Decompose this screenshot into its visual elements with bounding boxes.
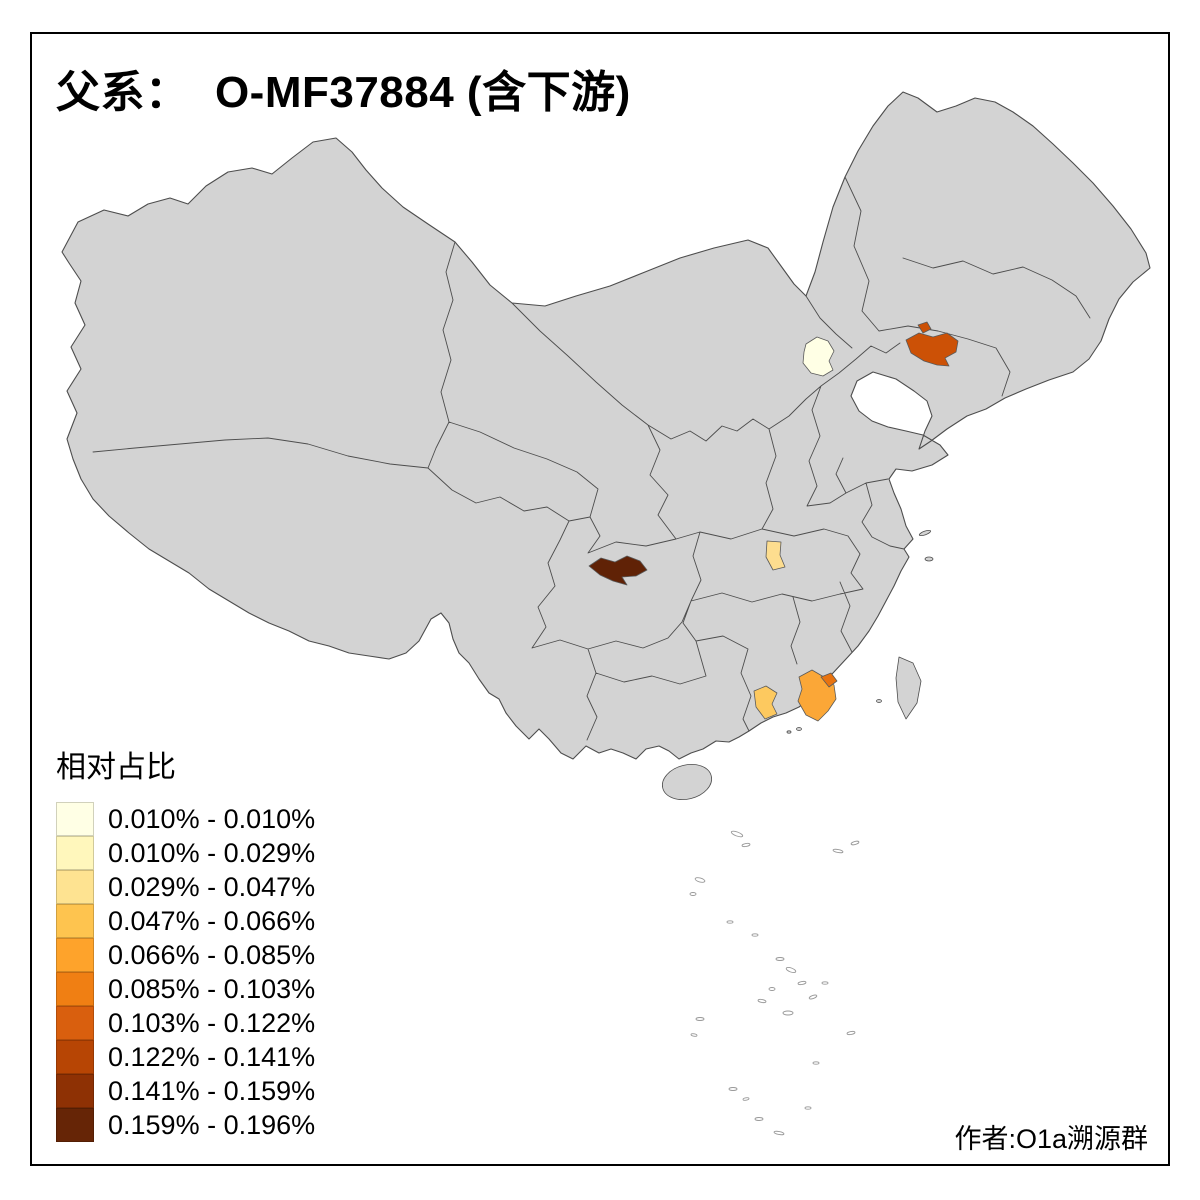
region-chongqing-area <box>588 555 648 586</box>
region-liaoning-area <box>905 321 959 367</box>
legend-label: 0.159% - 0.196% <box>108 1109 316 1140</box>
legend-label: 0.122% - 0.141% <box>108 1041 316 1072</box>
region-beijing-area <box>802 336 835 377</box>
region-guangdong-east-high-spot <box>820 672 838 688</box>
plot-border-frame <box>30 32 1170 1166</box>
legend: 相对占比 0.010% - 0.010% 0.010% - 0.029% 0.0… <box>56 742 315 1142</box>
legend-label: 0.010% - 0.029% <box>108 837 316 868</box>
legend-label: 0.047% - 0.066% <box>108 905 316 936</box>
coastal-island <box>924 556 934 562</box>
author-credit: 作者:O1a溯源群 <box>954 1124 1148 1154</box>
province-borders <box>92 176 1091 741</box>
legend-label: 0.141% - 0.159% <box>108 1075 316 1106</box>
legend-label: 0.066% - 0.085% <box>108 939 316 970</box>
legend-row: 0.122% - 0.141% <box>56 1040 315 1074</box>
legend-row: 0.159% - 0.196% <box>56 1108 315 1142</box>
legend-label: 0.085% - 0.103% <box>108 973 316 1004</box>
legend-swatch <box>56 1040 94 1074</box>
china-mainland <box>61 91 1151 760</box>
plot-title: 父系： O-MF37884 (含下游) <box>56 68 631 117</box>
south-china-sea-islets <box>689 830 860 1136</box>
penghu-island <box>876 699 882 703</box>
coastal-island <box>796 727 802 731</box>
hainan-island <box>661 764 713 800</box>
legend-swatch <box>56 1006 94 1040</box>
legend-row: 0.141% - 0.159% <box>56 1074 315 1108</box>
legend-label: 0.010% - 0.010% <box>108 803 316 834</box>
coastal-island <box>786 730 792 734</box>
legend-row: 0.085% - 0.103% <box>56 972 315 1006</box>
legend-swatch <box>56 802 94 836</box>
legend-swatch <box>56 1108 94 1142</box>
region-hunan-area <box>765 540 786 571</box>
legend-row: 0.010% - 0.010% <box>56 802 315 836</box>
taiwan-island <box>895 656 922 720</box>
legend-row: 0.047% - 0.066% <box>56 904 315 938</box>
coastal-island <box>918 529 932 537</box>
legend-swatch <box>56 1074 94 1108</box>
legend-swatch <box>56 938 94 972</box>
legend-swatch <box>56 972 94 1006</box>
legend-swatch <box>56 904 94 938</box>
legend-row: 0.103% - 0.122% <box>56 1006 315 1040</box>
region-guangdong-west-area <box>753 685 778 720</box>
legend-row: 0.066% - 0.085% <box>56 938 315 972</box>
legend-label: 0.103% - 0.122% <box>108 1007 316 1038</box>
legend-title: 相对占比 <box>56 751 176 784</box>
legend-swatch <box>56 836 94 870</box>
legend-row: 0.010% - 0.029% <box>56 836 315 870</box>
legend-swatch <box>56 870 94 904</box>
legend-row: 0.029% - 0.047% <box>56 870 315 904</box>
legend-label: 0.029% - 0.047% <box>108 871 316 902</box>
